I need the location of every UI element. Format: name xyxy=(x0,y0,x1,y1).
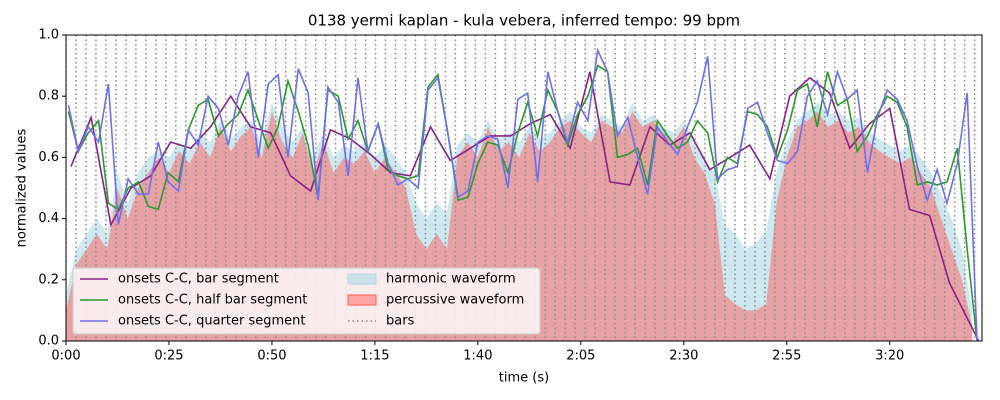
y-tick-label: 0.4 xyxy=(38,211,59,226)
chart-title: 0138 yermi kaplan - kula vebera, inferre… xyxy=(308,12,740,30)
x-tick-label: 3:20 xyxy=(875,349,904,364)
y-axis-label: normalized values xyxy=(15,128,30,247)
x-tick-label: 0:50 xyxy=(257,349,286,364)
legend-swatch xyxy=(347,294,377,306)
x-tick-label: 2:55 xyxy=(772,349,801,364)
x-axis-label: time (s) xyxy=(499,371,549,386)
x-tick-label: 2:30 xyxy=(669,349,698,364)
plot-frame xyxy=(65,34,983,342)
legend-swatch xyxy=(347,273,377,285)
legend-label: harmonic waveform xyxy=(386,272,516,287)
series-line xyxy=(67,64,978,341)
x-tick-label: 0:25 xyxy=(154,349,183,364)
legend-box xyxy=(72,267,541,335)
x-tick-label: 1:15 xyxy=(360,349,389,364)
series-line xyxy=(70,71,980,341)
series-line xyxy=(67,47,978,341)
legend-label: percussive waveform xyxy=(386,293,524,308)
x-tick-label: 0:00 xyxy=(51,349,80,364)
y-tick-label: 0.6 xyxy=(38,150,59,165)
x-tick-label: 2:05 xyxy=(566,349,595,364)
legend-label: onsets C-C, half bar segment xyxy=(118,293,307,308)
y-tick-label: 0.8 xyxy=(38,89,59,104)
y-tick-label: 0.2 xyxy=(38,272,59,287)
x-tick-label: 1:40 xyxy=(463,349,492,364)
y-tick-label: 1.0 xyxy=(38,28,59,43)
legend-label: onsets C-C, quarter segment xyxy=(118,314,305,329)
legend-label: bars xyxy=(386,314,415,329)
y-tick-label: 0.0 xyxy=(38,334,59,349)
legend-label: onsets C-C, bar segment xyxy=(118,272,279,287)
